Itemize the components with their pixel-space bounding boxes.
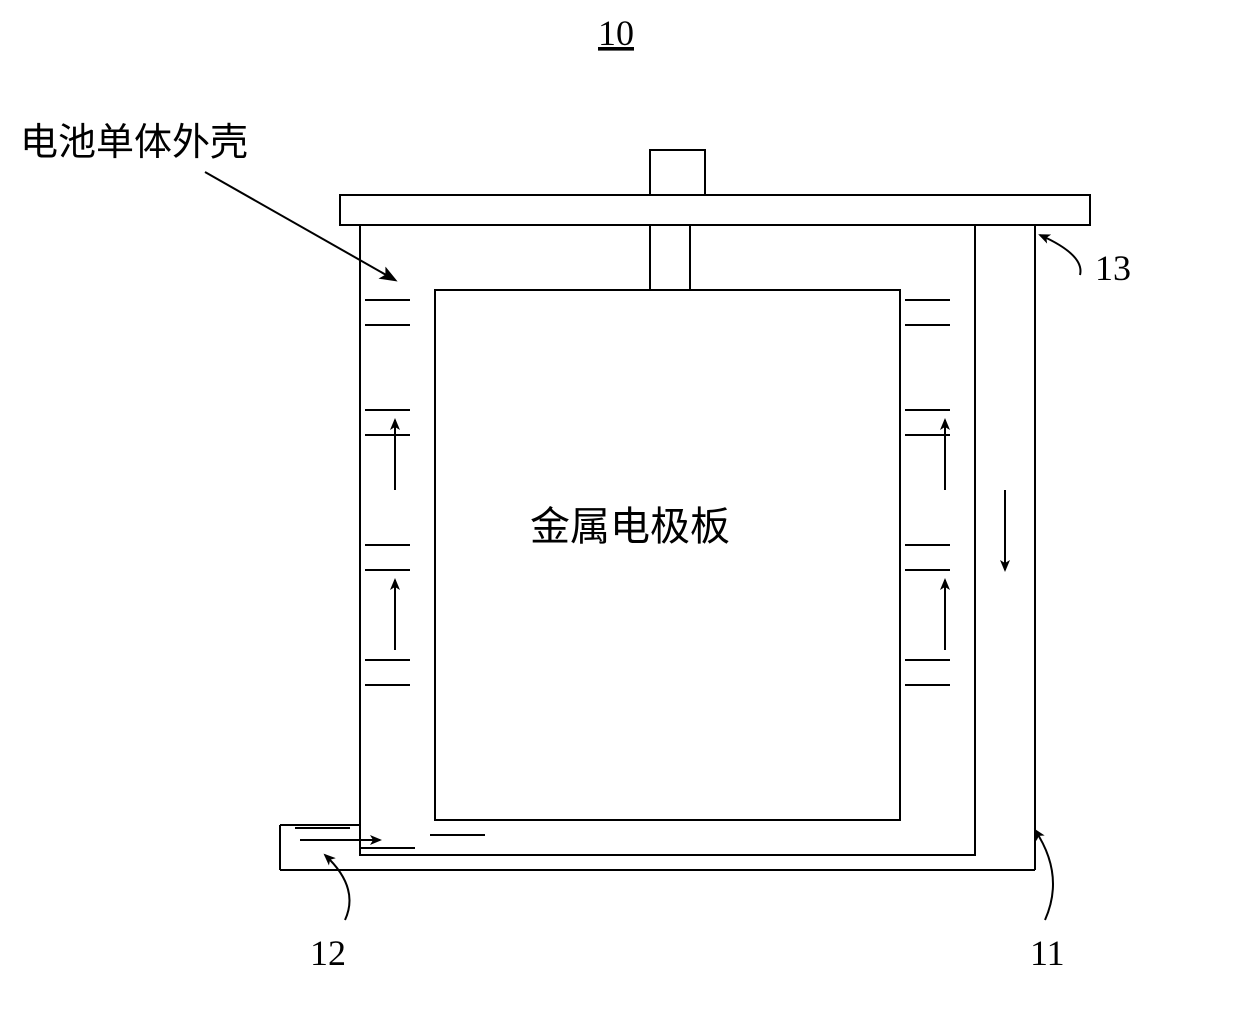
label-ref-11: 11 [1030, 933, 1065, 973]
label-ref-13: 13 [1095, 248, 1131, 288]
electrode-plate [435, 290, 900, 820]
text-layer: 10 电池单体外壳金属电极板 11 12 13 [20, 13, 1131, 973]
diagram-canvas: 10 电池单体外壳金属电极板 11 12 13 [0, 0, 1240, 1009]
label-cell-housing: 电池单体外壳 [20, 122, 248, 164]
label-electrode-plate: 金属电极板 [530, 504, 730, 549]
label-ref-12: 12 [310, 933, 346, 973]
electrode-tab [650, 225, 690, 290]
figure-number: 10 [598, 13, 634, 53]
leader-ref-12 [325, 855, 350, 920]
leader-ref-13 [1040, 235, 1081, 275]
flow-marks-layer [295, 300, 1005, 848]
top-terminal-tab [650, 150, 705, 195]
leader-ref-11 [1035, 830, 1053, 920]
top-lid [340, 195, 1090, 225]
